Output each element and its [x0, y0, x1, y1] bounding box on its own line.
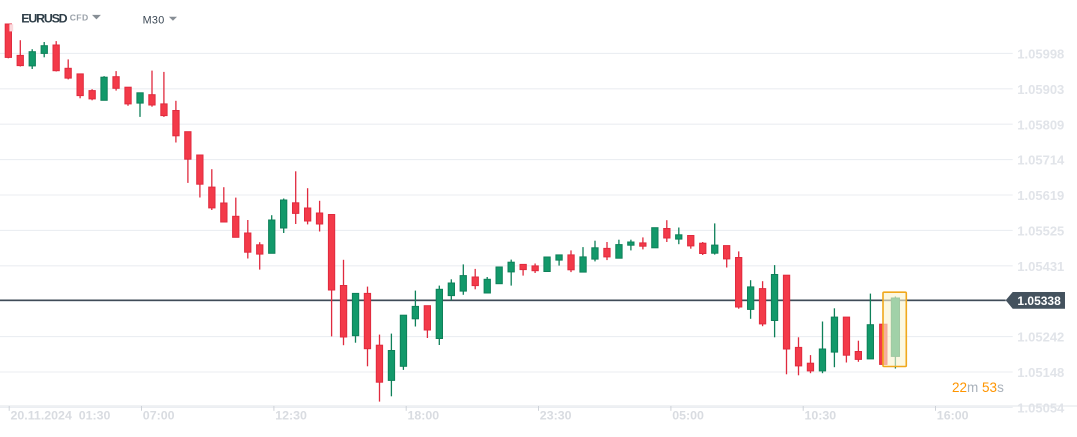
- svg-text:1.05903: 1.05903: [1017, 82, 1064, 97]
- svg-text:05:00: 05:00: [672, 409, 704, 423]
- svg-text:12:30: 12:30: [275, 409, 307, 423]
- svg-text:1.05054: 1.05054: [1017, 401, 1065, 416]
- svg-text:1.05714: 1.05714: [1017, 153, 1065, 168]
- svg-text:1.05338: 1.05338: [1017, 294, 1061, 308]
- svg-text:07:00: 07:00: [143, 409, 175, 423]
- svg-text:1.05619: 1.05619: [1017, 188, 1064, 203]
- svg-text:CFD: CFD: [70, 13, 89, 23]
- svg-text:1.05525: 1.05525: [1017, 224, 1064, 239]
- svg-text:1.05242: 1.05242: [1017, 330, 1064, 345]
- svg-text:16:00: 16:00: [937, 409, 969, 423]
- svg-text:EURUSD: EURUSD: [21, 12, 67, 26]
- svg-text:23:30: 23:30: [540, 409, 572, 423]
- svg-text:1.05998: 1.05998: [1017, 47, 1064, 62]
- svg-text:1.05431: 1.05431: [1017, 259, 1064, 274]
- svg-text:20.11.2024 01:30: 20.11.2024 01:30: [11, 409, 111, 423]
- svg-text:22m 53s: 22m 53s: [952, 380, 1004, 395]
- svg-text:18:00: 18:00: [408, 409, 440, 423]
- svg-text:10:30: 10:30: [805, 409, 837, 423]
- svg-text:1.05809: 1.05809: [1017, 117, 1064, 132]
- svg-text:M30: M30: [143, 15, 165, 27]
- svg-text:1.05148: 1.05148: [1017, 365, 1064, 380]
